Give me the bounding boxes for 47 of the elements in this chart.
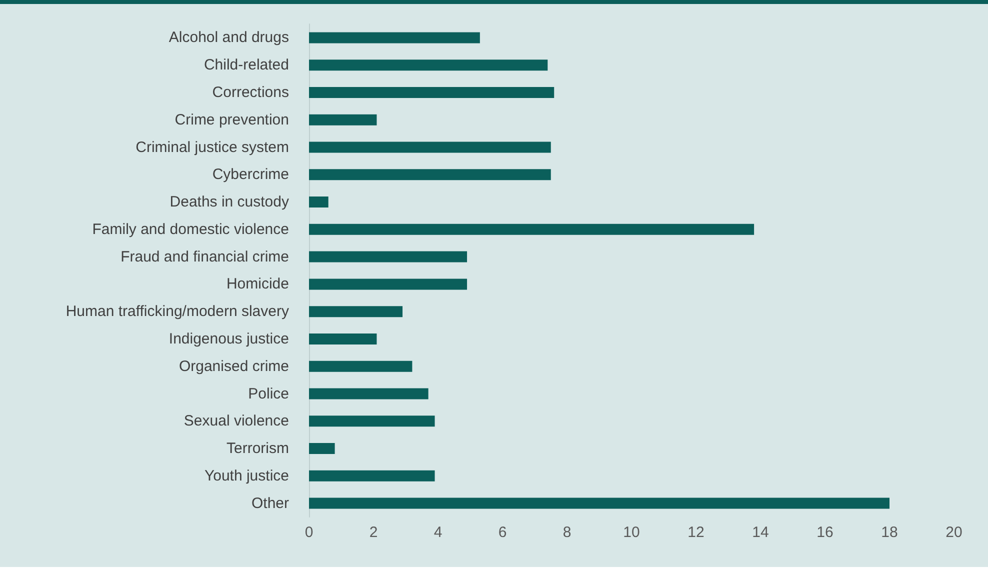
y-tick-label: Police bbox=[248, 385, 289, 402]
y-tick-label: Youth justice bbox=[204, 467, 289, 484]
y-tick-label: Human trafficking/modern slavery bbox=[66, 303, 290, 320]
bar bbox=[309, 251, 468, 262]
x-tick-label: 20 bbox=[946, 524, 962, 541]
y-tick-label: Crime prevention bbox=[174, 111, 289, 128]
bar bbox=[309, 32, 480, 44]
y-tick-label: Homicide bbox=[226, 276, 289, 293]
bar bbox=[309, 169, 551, 180]
bar bbox=[309, 333, 377, 344]
y-tick-label: Child-related bbox=[204, 56, 289, 74]
x-tick-label: 14 bbox=[752, 524, 769, 541]
x-tick-label: 16 bbox=[816, 524, 834, 541]
y-tick-label: Organised crime bbox=[178, 358, 289, 375]
x-tick-label: 2 bbox=[369, 524, 378, 541]
bar bbox=[309, 196, 328, 208]
x-tick-label: 8 bbox=[562, 524, 572, 541]
bar bbox=[309, 443, 335, 454]
x-tick-label: 6 bbox=[498, 524, 507, 541]
bar bbox=[309, 86, 554, 98]
bar bbox=[309, 360, 412, 372]
x-tick-label: 4 bbox=[434, 524, 442, 541]
y-tick-label: Criminal justice system bbox=[136, 138, 289, 156]
bar bbox=[309, 498, 890, 509]
y-tick-label: Cybercrime bbox=[212, 166, 289, 184]
y-tick-label: Alcohol and drugs bbox=[168, 29, 289, 46]
y-tick-label: Terrorism bbox=[226, 440, 289, 458]
bar bbox=[309, 388, 428, 400]
bar bbox=[309, 278, 468, 290]
y-tick-label: Indigenous justice bbox=[168, 330, 289, 348]
x-tick-label: 12 bbox=[688, 524, 704, 541]
bar bbox=[309, 306, 403, 318]
y-tick-label: Deaths in custody bbox=[170, 194, 290, 211]
x-tick-label: 18 bbox=[881, 524, 898, 541]
bar bbox=[309, 60, 548, 71]
bar bbox=[309, 114, 377, 126]
y-tick-label: Fraud and financial crime bbox=[120, 248, 289, 266]
bar bbox=[309, 224, 754, 235]
y-tick-label: Family and domestic violence bbox=[92, 220, 289, 238]
y-tick-label: Sexual violence bbox=[184, 412, 289, 430]
x-tick-label: 0 bbox=[304, 524, 314, 541]
bar bbox=[309, 142, 551, 153]
y-tick-label: Corrections bbox=[212, 84, 289, 101]
bar bbox=[309, 470, 435, 482]
y-tick-label: Other bbox=[251, 494, 290, 512]
bar bbox=[309, 416, 435, 427]
x-tick-label: 10 bbox=[623, 524, 640, 541]
